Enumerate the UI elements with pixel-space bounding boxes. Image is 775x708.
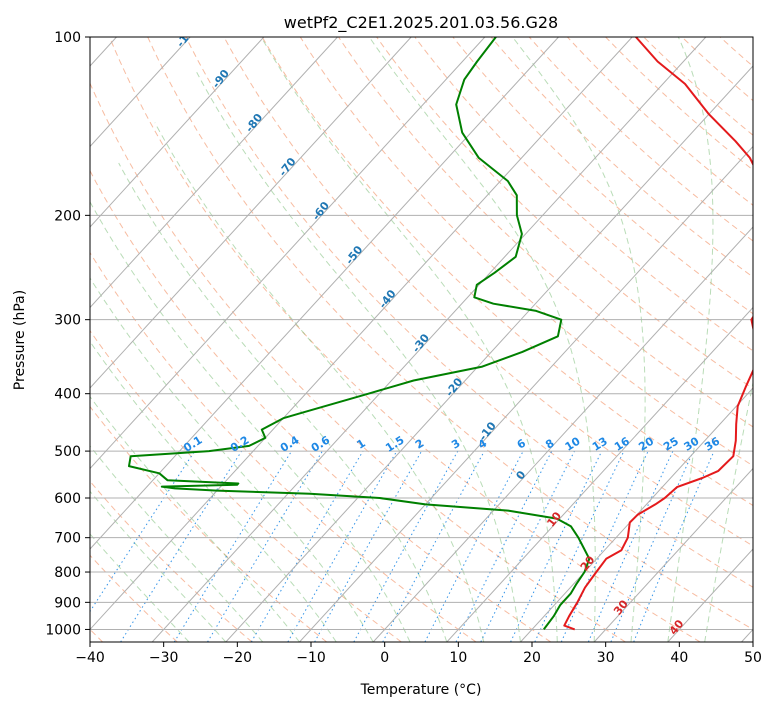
y-tick-label: 300 [54, 313, 81, 329]
x-tick-label: 10 [449, 650, 467, 666]
dry-adiabat-line [223, 37, 753, 547]
moist-adiabat-line [667, 37, 714, 642]
x-tick-label: 0 [380, 650, 389, 666]
mixing-ratio-line [287, 450, 398, 642]
isotherm-line [90, 37, 633, 631]
mixing-ratio-line [510, 450, 603, 642]
y-tick-label: 800 [54, 565, 81, 581]
moist-adiabat-line [196, 72, 521, 642]
y-tick-label: 400 [54, 387, 81, 403]
dry-adiabat-line [338, 37, 753, 428]
dry-adiabat-line [376, 37, 753, 390]
x-tick-label: −30 [149, 650, 179, 666]
isotherm-line [520, 387, 753, 642]
y-tick-label: 600 [54, 491, 81, 507]
isotherm-line [593, 467, 753, 642]
sounding-profiles [128, 37, 753, 631]
x-tick-label: 20 [523, 650, 541, 666]
moist-adiabat-line [512, 37, 646, 642]
isotherm-line [90, 37, 412, 389]
y-tick-label: 200 [54, 208, 81, 224]
x-tick-label: 50 [744, 650, 762, 666]
isotherm-line [225, 65, 753, 642]
x-tick-label: 30 [597, 650, 615, 666]
isotherm-line [90, 37, 338, 309]
moist-adiabat-line [154, 122, 485, 642]
dry-adiabat-line [90, 82, 626, 642]
y-tick-label: 500 [54, 444, 81, 460]
mixing-ratio-line [173, 450, 293, 642]
mixing-ratio-line [207, 450, 323, 642]
dry-adiabat-line [528, 37, 753, 242]
dry-adiabat-line [490, 37, 753, 278]
y-tick-label: 1000 [45, 622, 81, 638]
moist-adiabat-line [90, 490, 227, 642]
dry-adiabat-line [90, 251, 477, 642]
isotherms [90, 37, 753, 642]
isobars [90, 37, 753, 630]
dry-adiabat-line [90, 405, 328, 642]
mixing-ratio-line [314, 450, 423, 642]
y-axis: 100 200 300 400 500 600 700 800 900 1000 [45, 30, 90, 638]
x-tick-label: −20 [223, 650, 253, 666]
mixing-ratio-line [560, 450, 649, 642]
dry-adiabat-line [185, 37, 753, 588]
mixing-ratio-line [353, 450, 459, 642]
y-tick-label: 700 [54, 531, 81, 547]
plot-frame [89, 36, 754, 643]
x-tick-label: 40 [670, 650, 688, 666]
y-tick-label: 900 [54, 595, 81, 611]
mixing-ratio-line [534, 450, 625, 642]
isotherm-line [446, 306, 753, 642]
x-axis-label: Temperature (°C) [360, 682, 482, 698]
mixing-ratio-line [90, 450, 196, 613]
mixing-ratio-line [633, 450, 715, 642]
moist-adiabat-line [368, 37, 596, 642]
isotherm-line [90, 37, 486, 470]
y-tick-label: 100 [54, 30, 81, 46]
isotherm-line [299, 145, 753, 642]
x-tick-label: −40 [75, 650, 105, 666]
temperature-profile-line [563, 37, 753, 631]
isotherm-line [372, 226, 753, 642]
mixing-ratio-lines [90, 450, 715, 642]
isotherm-line [90, 37, 191, 148]
moist-adiabat-line [118, 162, 448, 642]
isotherm-line [151, 37, 707, 642]
moist-adiabat-line [704, 380, 753, 642]
mixing-ratio-line [587, 450, 674, 642]
chart-title: wetPf2_C2E1.2025.201.03.56.G28 [284, 13, 558, 33]
dewpoint-profile-line [128, 37, 591, 631]
mixing-ratio-line [250, 450, 364, 642]
isotherm-line [90, 37, 265, 228]
moist-adiabat-line [90, 395, 300, 642]
y-axis-label: Pressure (hPa) [12, 290, 28, 390]
dry-adiabat-line [90, 169, 552, 642]
dry-adiabat-line [147, 37, 753, 631]
x-tick-label: −10 [296, 650, 326, 666]
mixing-ratio-line [382, 450, 485, 642]
dry-adiabat-line [90, 329, 402, 642]
x-axis: −40 −30 −20 −10 0 10 20 30 40 50 [75, 642, 762, 666]
moist-adiabat-line [260, 37, 558, 642]
mixing-ratio-line [120, 450, 243, 642]
dry-adiabat-line [261, 37, 753, 507]
